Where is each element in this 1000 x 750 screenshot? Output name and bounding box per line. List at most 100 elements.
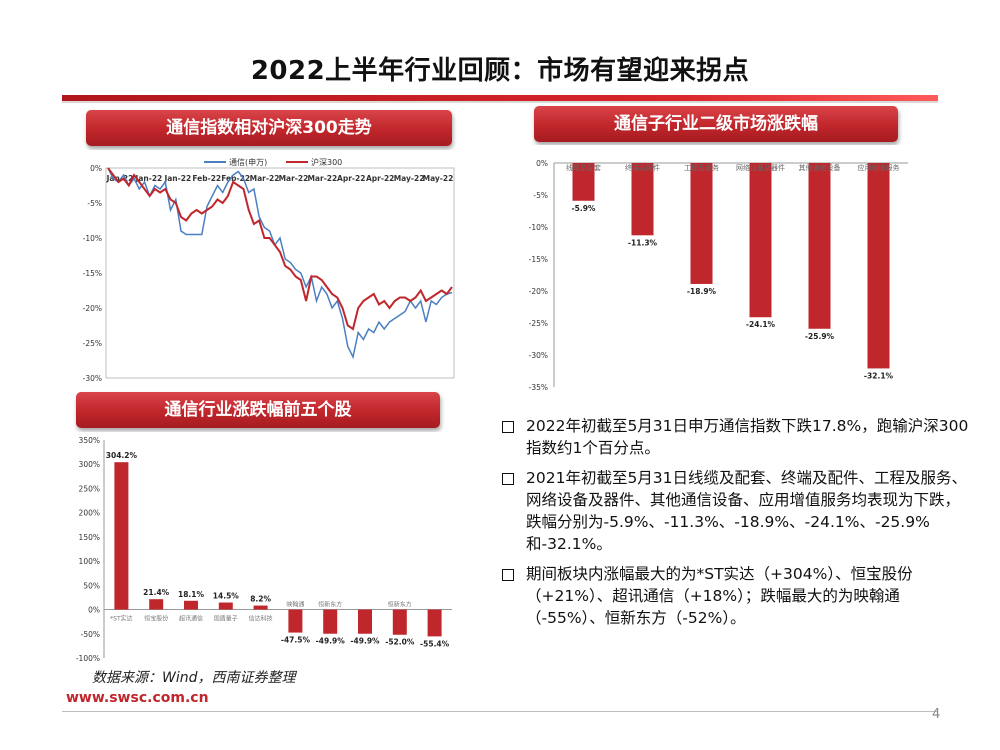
bar-value-label: 14.5% xyxy=(213,592,240,601)
y-tick-label: -35% xyxy=(529,383,548,392)
y-tick-label: 250% xyxy=(79,484,100,493)
y-tick-label: -15% xyxy=(83,269,102,278)
bar-value-label: -32.1% xyxy=(864,371,894,380)
line-chart: 0%-5%-10%-15%-20%-25%-30%Jan-22 Jan-22 Jan… xyxy=(83,157,455,383)
x-tick-label: Jan-22 xyxy=(163,174,191,183)
y-tick-label: -25% xyxy=(83,339,102,348)
top-five-chart-panel: 350% 300% 250% 200% 150% 100% 50% 0% -50% -100% 30… xyxy=(70,432,460,664)
category-label: 映翰通 xyxy=(286,601,304,609)
x-tick-label: Apr-22 xyxy=(337,174,365,183)
category-label: 恒新东方 xyxy=(318,601,342,609)
bar-value-label: -49.9% xyxy=(350,637,380,646)
x-tick-label: May-22 xyxy=(394,174,425,183)
bullet-item: 期间板块内涨幅最大的为*ST实达（+304%）、恒宝股份（+21%）、超讯通信（… xyxy=(500,563,970,629)
bar-value-label: -49.9% xyxy=(316,637,346,646)
bar-value-label: -24.1% xyxy=(746,320,776,329)
bar xyxy=(184,600,198,610)
category-label: *ST实达 xyxy=(110,615,132,623)
page-number: 4 xyxy=(932,707,941,722)
legend-label-hs300: 沪深300 xyxy=(311,157,342,167)
x-tick-label: May-22 xyxy=(423,174,454,183)
x-tick-label: Mar-22 xyxy=(250,174,280,183)
x-tick-label: Mar-22 xyxy=(279,174,309,183)
y-tick-label: -10% xyxy=(83,234,102,243)
y-tick-label: 300% xyxy=(79,460,100,469)
legend-label-tongxin: 通信(申万) xyxy=(229,157,267,167)
x-tick-label: Feb-22 xyxy=(221,174,250,183)
category-label: 信达科技 xyxy=(249,615,273,623)
y-tick-label: -5% xyxy=(87,199,102,208)
bar xyxy=(631,163,654,236)
summary-bullets: 2022年初截至5月31日申万通信指数下跌17.8%，跑输沪深300指数约1个百… xyxy=(500,415,970,637)
y-tick-label: -10% xyxy=(529,223,548,232)
bar xyxy=(358,609,372,634)
bar xyxy=(867,163,890,369)
bar xyxy=(114,462,129,610)
plot-area xyxy=(105,167,455,379)
bar xyxy=(323,609,338,634)
category-label: 恒新东方 xyxy=(388,601,412,609)
bar-value-label: 21.4% xyxy=(143,588,170,597)
category-label: 超讯通信 xyxy=(179,615,203,623)
line-chart-panel: 0% -5% -10% -15% -20% -25% -30% Jan-22 Jan-22 Jan… xyxy=(74,150,466,390)
y-tick-label: -5% xyxy=(533,191,548,200)
title-underline-shadow xyxy=(62,101,938,103)
x-tick-label: Mar-22 xyxy=(307,174,337,183)
y-tick-label: 50% xyxy=(83,581,100,590)
bar xyxy=(288,609,303,633)
bar xyxy=(572,163,595,201)
category-label: 网络设备及器件 xyxy=(736,163,785,172)
top-five-banner: 通信行业涨跌幅前五个股 xyxy=(76,392,440,428)
y-tick-label: 200% xyxy=(79,509,100,518)
checkbox-bullet-icon xyxy=(502,569,514,581)
bar-value-label: -5.9% xyxy=(572,204,596,213)
sub-industry-banner: 通信子行业二级市场涨跌幅 xyxy=(534,106,898,142)
data-source-note: 数据来源：Wind，西南证券整理 xyxy=(92,670,296,686)
y-tick-label: 350% xyxy=(79,436,100,445)
x-tick-label: Apr-22 xyxy=(366,174,394,183)
category-label: 工程及服务 xyxy=(684,163,719,172)
sub-industry-chart-panel: 0% -5% -10% -15% -20% -25% -30% -35% -5.9% 线缆及配套 -… xyxy=(516,145,916,395)
y-tick-label: 100% xyxy=(79,557,100,566)
checkbox-bullet-icon xyxy=(502,473,514,485)
y-tick-label: 150% xyxy=(79,533,100,542)
checkbox-bullet-icon xyxy=(502,421,514,433)
category-label: 国盾量子 xyxy=(214,616,238,623)
y-tick-label: -30% xyxy=(83,374,102,383)
x-tick-label: Feb-22 xyxy=(192,174,221,183)
y-tick-label: -20% xyxy=(529,287,548,296)
bar-value-label: -11.3% xyxy=(628,238,658,247)
line-chart-banner: 通信指数相对沪深300走势 xyxy=(86,110,452,146)
bar xyxy=(808,163,831,329)
y-tick-label: 0% xyxy=(536,159,548,168)
bar xyxy=(427,609,442,637)
bullet-text: 期间板块内涨幅最大的为*ST实达（+304%）、恒宝股份（+21%）、超讯通信（… xyxy=(526,565,913,627)
bar-value-label: 18.1% xyxy=(178,590,205,599)
y-tick-label: -50% xyxy=(81,630,100,639)
website-link[interactable]: www.swsc.com.cn xyxy=(66,690,209,706)
x-tick-label: Jan-22 xyxy=(135,174,163,183)
y-tick-label: -100% xyxy=(76,654,100,663)
category-label: 线缆及配套 xyxy=(566,163,601,172)
title-underline xyxy=(62,95,938,101)
bullet-text: 2022年初截至5月31日申万通信指数下跌17.8%，跑输沪深300指数约1个百… xyxy=(526,417,969,457)
y-tick-label: 0% xyxy=(90,164,102,173)
category-label: 终端及配件 xyxy=(625,163,660,172)
bar xyxy=(253,605,268,610)
bar-value-label: 8.2% xyxy=(250,595,271,604)
y-tick-label: -30% xyxy=(529,351,548,360)
bar-value-label: -25.9% xyxy=(805,332,835,341)
series-line-hs300 xyxy=(107,167,453,331)
top-five-chart: 350% 300% 250% 200% 150% 100% 50% 0% -50% -100% 30… xyxy=(76,436,452,663)
y-tick-label: -20% xyxy=(83,304,102,313)
footer-divider xyxy=(62,711,938,712)
bullet-item: 2021年初截至5月31日线缆及配套、终端及配件、工程及服务、网络设备及器件、其… xyxy=(500,467,970,555)
bar-value-label: -52.0% xyxy=(385,638,415,647)
bar-value-label: 304.2% xyxy=(106,451,138,460)
category-label: 应用增值服务 xyxy=(858,163,900,172)
bar-value-label: -55.4% xyxy=(420,639,450,648)
bar xyxy=(218,602,233,610)
bar-value-label: -18.9% xyxy=(687,287,717,296)
bar xyxy=(690,163,713,284)
bar-value-label: -47.5% xyxy=(281,636,311,645)
